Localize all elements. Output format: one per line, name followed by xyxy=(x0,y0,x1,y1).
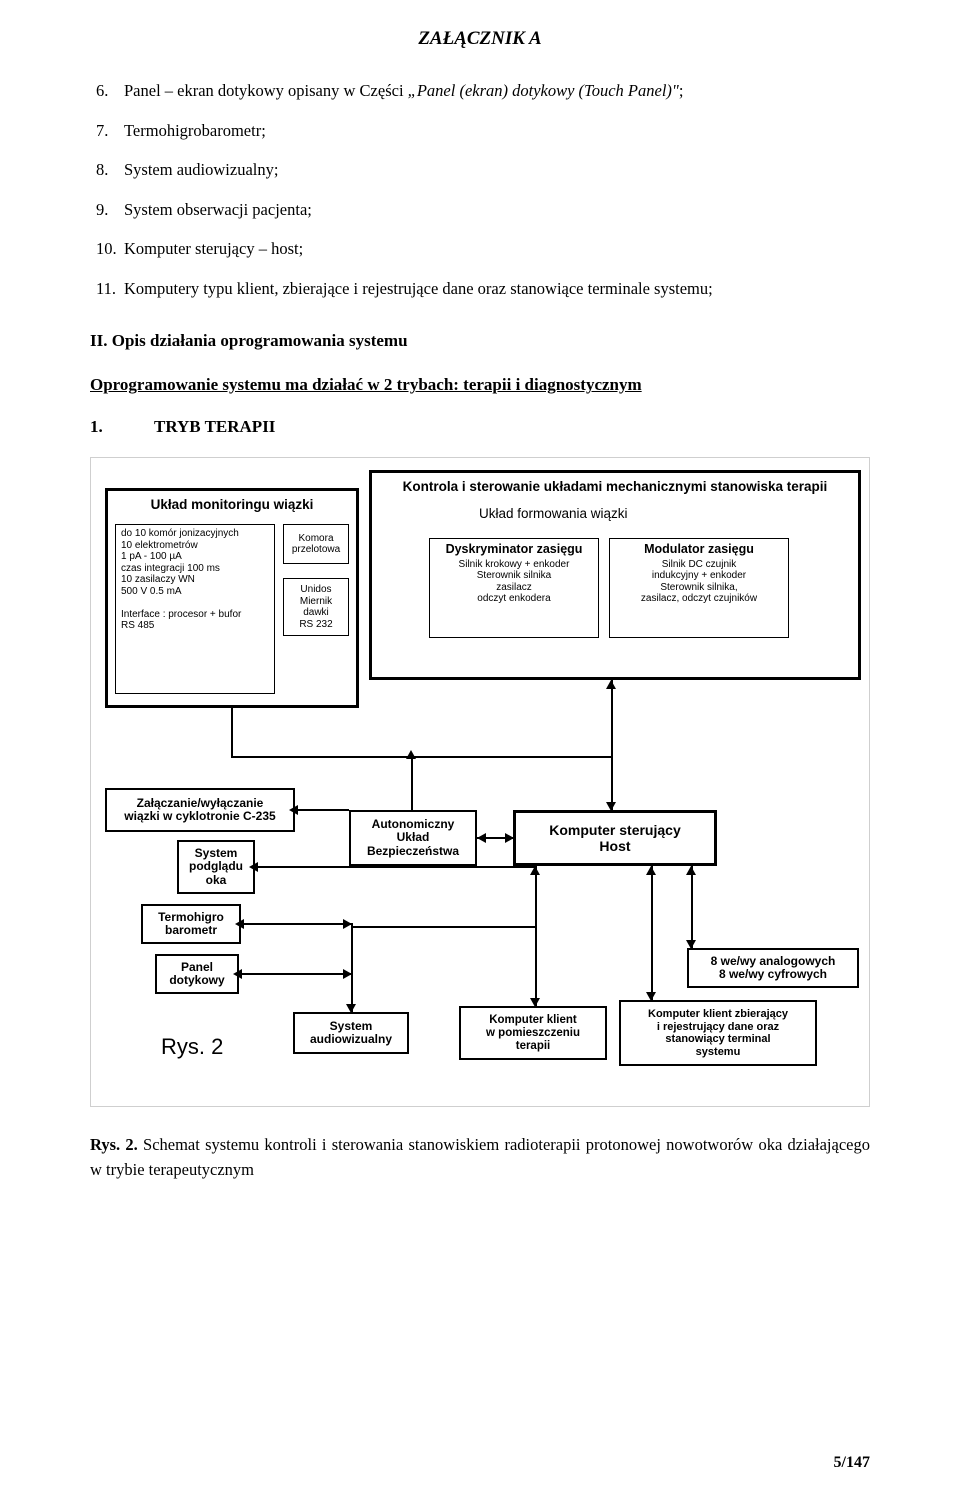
figure-caption: Rys. 2. Schemat systemu kontroli i stero… xyxy=(90,1133,870,1183)
caption-text: Schemat systemu kontroli i sterowania st… xyxy=(90,1135,870,1179)
box-klient-terapii: Komputer klient w pomieszczeniu terapii xyxy=(459,1006,607,1060)
arrow-down-icon xyxy=(686,940,696,949)
box-termohigro: Termohigro barometr xyxy=(141,904,241,944)
underline-heading: Oprogramowanie systemu ma działać w 2 tr… xyxy=(90,375,870,395)
arrow-left-icon xyxy=(233,969,242,979)
list-num: 11. xyxy=(96,276,124,302)
list-item: 8. System audiowizualny; xyxy=(96,157,870,183)
arrow-up-icon xyxy=(606,680,616,689)
arrow-left-icon xyxy=(477,833,486,843)
page-number: 5/147 xyxy=(834,1454,870,1472)
arrow-up-icon xyxy=(406,750,416,759)
box-klient-zbierajacy: Komputer klient zbierający i rejestrując… xyxy=(619,1000,817,1066)
box-kontrola-title: Kontrola i sterowanie układami mechanicz… xyxy=(382,479,848,495)
connector xyxy=(231,708,233,756)
connector xyxy=(351,923,353,975)
list-num: 6. xyxy=(96,78,124,104)
connector xyxy=(651,866,653,1000)
box-podglad: System podglądu oka xyxy=(177,840,255,894)
arrow-left-icon xyxy=(249,862,258,872)
connector xyxy=(295,809,349,811)
page-header: ZAŁĄCZNIK A xyxy=(90,28,870,50)
numbered-list: 6. Panel – ekran dotykowy opisany w Częś… xyxy=(96,78,870,301)
section-heading: II. Opis działania oprogramowania system… xyxy=(90,331,870,351)
arrow-down-icon xyxy=(346,1004,356,1013)
box-body: Komputer klient w pomieszczeniu terapii xyxy=(486,1014,580,1054)
box-body: do 10 komór jonizacyjnych 10 elektrometr… xyxy=(121,528,269,632)
box-host: Komputer sterujący Host xyxy=(513,810,717,866)
list-num: 9. xyxy=(96,197,124,223)
arrow-left-icon xyxy=(289,805,298,815)
connector xyxy=(255,866,535,868)
arrow-up-icon xyxy=(646,866,656,875)
box-dyskryminator: Dyskryminator zasięgu Silnik krokowy + e… xyxy=(429,538,599,638)
box-body: System podglądu oka xyxy=(189,847,243,888)
box-panel-dotykowy: Panel dotykowy xyxy=(155,954,239,994)
list-item: 11. Komputery typu klient, zbierające i … xyxy=(96,276,870,302)
connector xyxy=(691,866,693,948)
arrow-down-icon xyxy=(530,998,540,1007)
box-audiowizualny: System audiowizualny xyxy=(293,1012,409,1054)
box-modulator: Modulator zasięgu Silnik DC czujnik indu… xyxy=(609,538,789,638)
subsection-num: 1. xyxy=(90,417,154,437)
list-text: Panel – ekran dotykowy opisany w Części … xyxy=(124,78,870,104)
italic-text: „Panel (ekran) dotykowy (Touch Panel)" xyxy=(408,81,679,100)
box-body: Unidos Miernik dawki RS 232 xyxy=(289,584,343,630)
box-zalaczanie: Załączanie/wyłączanie wiązki w cyklotron… xyxy=(105,788,295,832)
list-num: 7. xyxy=(96,118,124,144)
arrow-left-icon xyxy=(235,919,244,929)
box-body: Silnik krokowy + enkoder Sterownik silni… xyxy=(435,559,593,605)
caption-lead: Rys. 2. xyxy=(90,1135,143,1154)
box-body: Komora przelotowa xyxy=(292,533,340,556)
list-item: 7. Termohigrobarometr; xyxy=(96,118,870,144)
figure-label-inline: Rys. 2 xyxy=(161,1034,223,1060)
list-item: 10. Komputer sterujący – host; xyxy=(96,236,870,262)
list-num: 8. xyxy=(96,157,124,183)
connector xyxy=(611,680,613,756)
list-num: 10. xyxy=(96,236,124,262)
box-body: Panel dotykowy xyxy=(169,961,224,989)
box-title: Dyskryminator zasięgu xyxy=(435,542,593,556)
list-text: System audiowizualny; xyxy=(124,157,870,183)
arrow-down-icon xyxy=(606,802,616,811)
box-body: Załączanie/wyłączanie wiązki w cyklotron… xyxy=(124,797,275,825)
diagram-figure: Kontrola i sterowanie układami mechanicz… xyxy=(90,457,870,1107)
box-komora: Komora przelotowa xyxy=(283,524,349,564)
list-text: Komputery typu klient, zbierające i reje… xyxy=(124,276,870,302)
box-body: Autonomiczny Układ Bezpieczeństwa xyxy=(367,818,459,859)
connector xyxy=(241,923,351,925)
list-item: 6. Panel – ekran dotykowy opisany w Częś… xyxy=(96,78,870,104)
box-unidos: Unidos Miernik dawki RS 232 xyxy=(283,578,349,636)
box-monitoring-title: Układ monitoringu wiązki xyxy=(116,497,348,513)
list-item: 9. System obserwacji pacjenta; xyxy=(96,197,870,223)
subsection-row: 1. TRYB TERAPII xyxy=(90,417,870,437)
box-aub: Autonomiczny Układ Bezpieczeństwa xyxy=(349,810,477,866)
label-formowania: Układ formowania wiązki xyxy=(479,506,628,521)
box-wewy: 8 we/wy analogowych 8 we/wy cyfrowych xyxy=(687,948,859,988)
box-body: Silnik DC czujnik indukcyjny + enkoder S… xyxy=(615,559,783,605)
text: Panel – ekran dotykowy opisany w Części xyxy=(124,81,408,100)
box-title: Modulator zasięgu xyxy=(615,542,783,556)
box-body: System audiowizualny xyxy=(310,1020,392,1048)
connector xyxy=(351,926,535,928)
text: ; xyxy=(679,81,684,100)
arrow-up-icon xyxy=(530,866,540,875)
list-text: Komputer sterujący – host; xyxy=(124,236,870,262)
arrow-up-icon xyxy=(686,866,696,875)
connector xyxy=(535,866,537,1006)
arrow-down-icon xyxy=(646,992,656,1001)
connector xyxy=(231,756,613,758)
box-body: Komputer klient zbierający i rejestrując… xyxy=(648,1008,788,1059)
list-text: Termohigrobarometr; xyxy=(124,118,870,144)
box-body: Termohigro barometr xyxy=(158,911,224,939)
connector xyxy=(411,756,413,810)
box-body: 8 we/wy analogowych 8 we/wy cyfrowych xyxy=(711,955,836,983)
subsection-label: TRYB TERAPII xyxy=(154,417,275,437)
box-monitoring-left: do 10 komór jonizacyjnych 10 elektrometr… xyxy=(115,524,275,694)
connector xyxy=(239,973,351,975)
list-text: System obserwacji pacjenta; xyxy=(124,197,870,223)
arrow-right-icon xyxy=(505,833,514,843)
box-body: Komputer sterujący Host xyxy=(549,822,680,854)
